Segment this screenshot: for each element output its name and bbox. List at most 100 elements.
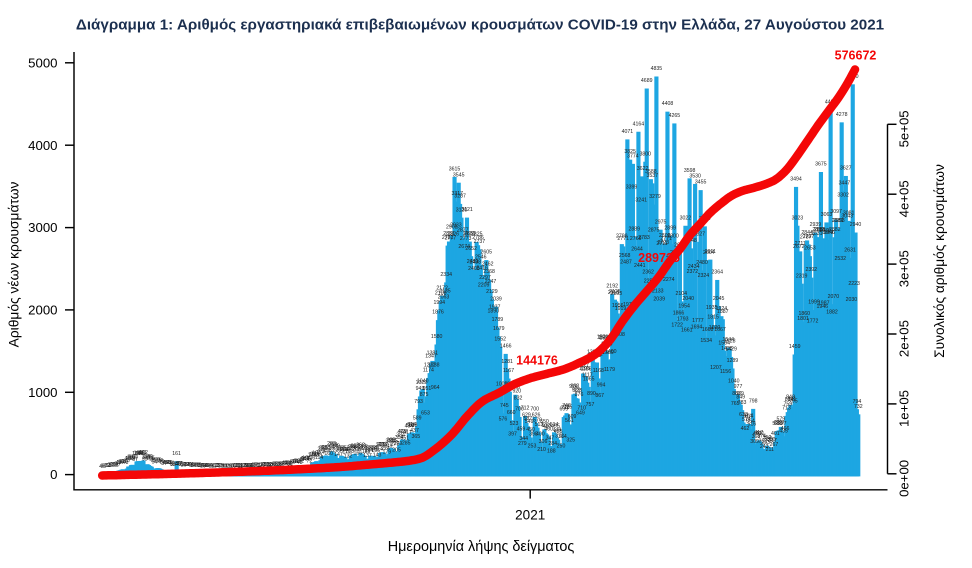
- svg-text:164: 164: [134, 451, 143, 457]
- svg-text:2416: 2416: [476, 265, 488, 271]
- svg-text:2000: 2000: [28, 303, 57, 318]
- svg-text:1400: 1400: [605, 349, 617, 355]
- svg-text:237: 237: [359, 445, 368, 451]
- svg-text:1174: 1174: [423, 368, 434, 374]
- svg-text:450: 450: [526, 427, 535, 433]
- svg-text:5e+05: 5e+05: [897, 110, 912, 147]
- svg-text:795: 795: [789, 399, 798, 405]
- svg-text:3825: 3825: [624, 149, 636, 155]
- svg-text:10: 10: [218, 463, 224, 469]
- svg-text:974: 974: [569, 384, 578, 390]
- svg-text:306: 306: [539, 439, 548, 445]
- svg-text:227: 227: [367, 446, 376, 452]
- svg-text:2875: 2875: [648, 228, 660, 234]
- svg-text:267: 267: [770, 442, 779, 448]
- svg-text:2989: 2989: [832, 218, 844, 224]
- svg-text:7: 7: [105, 464, 108, 470]
- svg-text:116: 116: [127, 455, 135, 461]
- svg-text:522: 522: [772, 421, 781, 427]
- svg-text:3043: 3043: [841, 214, 853, 220]
- svg-text:2771: 2771: [617, 236, 629, 242]
- svg-text:2908: 2908: [446, 225, 458, 231]
- svg-text:2021: 2021: [515, 508, 545, 523]
- svg-text:3241: 3241: [635, 197, 647, 203]
- svg-text:11: 11: [227, 463, 232, 469]
- svg-text:2844: 2844: [801, 230, 813, 236]
- svg-text:10: 10: [221, 463, 227, 469]
- svg-text:25: 25: [265, 462, 271, 468]
- svg-text:17: 17: [197, 463, 203, 469]
- svg-text:29: 29: [183, 462, 189, 468]
- svg-text:3279: 3279: [649, 194, 661, 200]
- svg-text:459: 459: [517, 426, 526, 432]
- svg-text:2797: 2797: [803, 234, 815, 240]
- svg-text:41: 41: [286, 461, 292, 467]
- svg-text:1117: 1117: [582, 372, 593, 378]
- svg-text:65: 65: [120, 459, 126, 465]
- svg-text:1890: 1890: [488, 309, 500, 315]
- svg-text:243: 243: [760, 444, 769, 450]
- svg-text:2247: 2247: [485, 279, 497, 285]
- svg-text:2825: 2825: [471, 232, 483, 238]
- svg-text:700: 700: [530, 407, 539, 413]
- svg-text:2889: 2889: [629, 226, 641, 232]
- svg-text:98: 98: [125, 456, 131, 462]
- svg-text:143: 143: [373, 452, 382, 458]
- svg-text:425: 425: [554, 429, 563, 435]
- svg-text:1227: 1227: [577, 363, 589, 369]
- svg-text:10: 10: [230, 463, 236, 469]
- svg-text:2846: 2846: [823, 230, 835, 236]
- svg-text:2334: 2334: [440, 272, 452, 278]
- svg-text:273: 273: [378, 442, 387, 448]
- svg-text:279: 279: [394, 441, 403, 447]
- svg-text:4265: 4265: [669, 113, 681, 119]
- svg-text:210: 210: [537, 447, 546, 453]
- svg-text:12: 12: [240, 463, 246, 469]
- svg-text:4071: 4071: [622, 129, 634, 135]
- svg-text:44: 44: [168, 461, 174, 467]
- svg-text:37: 37: [161, 461, 167, 467]
- svg-text:2781: 2781: [442, 235, 454, 241]
- svg-text:1876: 1876: [432, 310, 444, 316]
- svg-text:1999: 1999: [808, 300, 820, 306]
- svg-text:21: 21: [193, 463, 199, 469]
- svg-text:1040: 1040: [417, 379, 429, 385]
- svg-text:4278: 4278: [836, 112, 848, 118]
- svg-text:50: 50: [165, 460, 171, 466]
- svg-text:8: 8: [211, 464, 214, 470]
- svg-text:28: 28: [179, 462, 185, 468]
- svg-text:923: 923: [573, 388, 582, 394]
- svg-text:10: 10: [200, 463, 206, 469]
- svg-text:1429: 1429: [725, 347, 737, 353]
- svg-text:951: 951: [423, 386, 432, 392]
- svg-text:1972: 1972: [623, 302, 635, 308]
- svg-text:614: 614: [743, 414, 752, 420]
- svg-text:759: 759: [783, 402, 792, 408]
- svg-text:30: 30: [271, 462, 277, 468]
- svg-text:289725: 289725: [638, 251, 680, 265]
- svg-text:227: 227: [320, 446, 329, 452]
- svg-text:28: 28: [276, 462, 282, 468]
- svg-text:139: 139: [313, 453, 322, 459]
- svg-text:2800: 2800: [667, 234, 679, 240]
- svg-text:2372: 2372: [687, 269, 699, 275]
- svg-text:508: 508: [409, 422, 418, 428]
- svg-text:106: 106: [306, 456, 315, 462]
- svg-text:224: 224: [369, 446, 378, 452]
- svg-text:3774: 3774: [627, 153, 639, 159]
- svg-text:20: 20: [107, 463, 113, 469]
- svg-text:312: 312: [759, 439, 768, 445]
- svg-text:49: 49: [116, 460, 122, 466]
- svg-text:1956: 1956: [612, 303, 624, 309]
- svg-text:2488: 2488: [470, 259, 482, 265]
- svg-text:75: 75: [150, 458, 156, 464]
- svg-text:270: 270: [377, 442, 386, 448]
- svg-text:401: 401: [756, 431, 765, 437]
- svg-text:36: 36: [170, 461, 176, 467]
- svg-text:2209: 2209: [478, 282, 490, 288]
- svg-text:249: 249: [358, 444, 367, 450]
- svg-text:22: 22: [277, 462, 283, 468]
- svg-text:814: 814: [785, 397, 794, 403]
- svg-text:2392: 2392: [806, 267, 818, 273]
- svg-text:2480: 2480: [696, 260, 708, 266]
